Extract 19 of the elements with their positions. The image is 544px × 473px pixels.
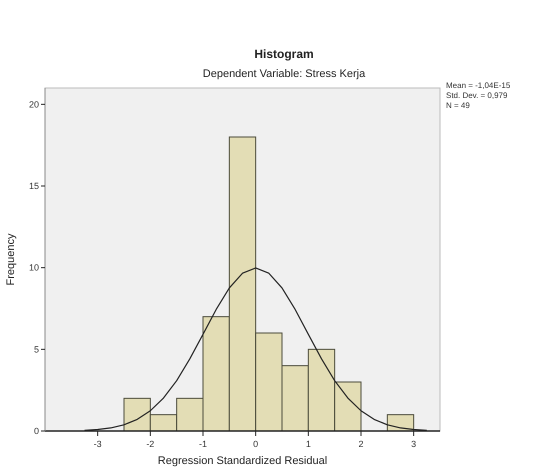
x-tick-label: -2 [146, 439, 154, 449]
y-tick-label: 10 [28, 262, 39, 273]
text: Std. Dev. = 0,979 [446, 91, 508, 100]
x-tick-label: 0 [253, 439, 258, 449]
y-tick-label: 5 [34, 344, 39, 354]
y-tick-label: 20 [28, 99, 39, 110]
chart-subtitle: Dependent Variable: Stress Kerja [202, 68, 366, 80]
y-tick-label: 0 [34, 426, 39, 436]
x-tick-label: -3 [94, 439, 102, 449]
text: Mean = -1,04E-15 [446, 81, 511, 90]
x-tick-label: 1 [306, 439, 311, 449]
x-tick-label: 2 [358, 439, 364, 449]
chart-title: Histogram [254, 47, 314, 61]
x-tick-label: -1 [198, 439, 208, 449]
text: N = 49 [446, 101, 470, 110]
x-tick-label: 3 [411, 439, 416, 449]
y-axis-title: Frequency [5, 233, 17, 286]
y-tick-label: 15 [28, 181, 39, 191]
x-axis-title: Regression Standardized Residual [158, 455, 328, 467]
